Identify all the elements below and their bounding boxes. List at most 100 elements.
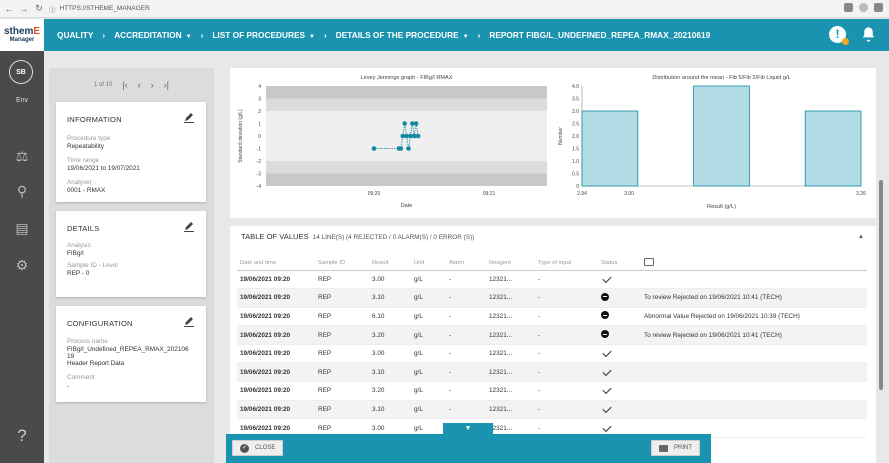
- card-title: INFORMATION: [67, 115, 122, 124]
- data-point: [410, 121, 415, 126]
- sd-band: [266, 86, 547, 99]
- window-icon[interactable]: [844, 3, 853, 12]
- next-page-icon[interactable]: ›: [150, 80, 154, 90]
- cell-type: -: [535, 288, 598, 308]
- table-row[interactable]: 19/06/2021 09:20 REP 3.10 g/L -12321... -: [237, 362, 867, 383]
- bell-icon[interactable]: [860, 26, 877, 43]
- flask-icon[interactable]: ⚖: [15, 148, 29, 164]
- breadcrumb-details-of-procedure[interactable]: DETAILS OF THE PROCEDURE ▼: [335, 30, 469, 40]
- chevron-down-icon[interactable]: ▼: [443, 423, 493, 435]
- information-card: INFORMATION Procedure type Repeatability…: [56, 102, 206, 202]
- forward-icon[interactable]: →: [19, 3, 29, 14]
- table-row[interactable]: 19/06/2021 09:20 REP 6.10 g/L -12321... - Abno…: [237, 307, 867, 327]
- cell-comment: [641, 362, 867, 383]
- col-sample[interactable]: Sample ID: [315, 256, 369, 271]
- alert-icon[interactable]: !: [829, 26, 849, 45]
- user-avatar[interactable]: SB: [9, 60, 33, 84]
- scrollbar-thumb[interactable]: [879, 180, 883, 390]
- data-point: [411, 133, 417, 139]
- header-report-data: Header Report Data: [67, 360, 125, 367]
- close-button[interactable]: ✓ CLOSE: [232, 440, 284, 456]
- col-result[interactable]: Result: [369, 256, 411, 271]
- x-tick-label: 09:21: [483, 191, 496, 197]
- col-type[interactable]: Type of input: [535, 256, 598, 271]
- sample-value: REP - 0: [67, 270, 90, 277]
- pencil-icon[interactable]: [184, 317, 194, 327]
- cell-comment: To review Rejected on 19/06/2021 10:41 (…: [641, 325, 867, 345]
- back-icon[interactable]: ←: [4, 3, 14, 14]
- address-bar[interactable]: ⓘ HTTPS://STHEME_MANAGER: [49, 4, 150, 14]
- table-row[interactable]: 19/06/2021 09:20 REP 3.20 g/L -12321... -: [237, 381, 867, 401]
- chevron-right-icon: ›: [323, 30, 327, 40]
- page-scrollbar[interactable]: [879, 60, 885, 463]
- cell-comment: [641, 270, 867, 290]
- settings-icon[interactable]: ⚙: [15, 257, 29, 273]
- cell-unit: g/L: [411, 344, 446, 364]
- reload-icon[interactable]: ↻: [35, 3, 43, 13]
- cell-status: [598, 288, 641, 308]
- col-status[interactable]: Status: [598, 256, 641, 271]
- printer-icon: [659, 444, 668, 452]
- chart-title: Levey Jennings graph - FIBg/l RMAX: [360, 75, 452, 81]
- help-icon[interactable]: ?: [17, 426, 27, 445]
- col-unit[interactable]: Unit: [411, 256, 446, 271]
- profile-icon[interactable]: [859, 3, 868, 12]
- breadcrumb-accreditation[interactable]: ACCREDITATION ▼: [114, 30, 192, 40]
- cell-sample: REP: [315, 288, 369, 308]
- report-info-panel: 1 of 10 |‹ ‹ › ›| INFORMATION Procedure …: [49, 68, 214, 463]
- cell-date: 19/06/2021 09:20: [237, 325, 315, 345]
- table-row[interactable]: 19/06/2021 09:20 REP 3.20 g/L -12321... - To r…: [237, 325, 867, 345]
- rejected-icon: [601, 311, 609, 320]
- x-axis-label: Result (g/L): [707, 204, 736, 210]
- cell-comment: [641, 381, 867, 401]
- cell-reagent: 12321...: [486, 344, 535, 364]
- table-header-row: Date and time Sample ID Result Unit Alar…: [237, 256, 867, 271]
- menu-icon[interactable]: [874, 3, 883, 12]
- y-tick-label: 1: [258, 122, 261, 128]
- pencil-icon[interactable]: [184, 113, 194, 123]
- print-button[interactable]: PRINT: [651, 440, 700, 456]
- cell-comment: [641, 344, 867, 364]
- cell-type: -: [535, 362, 598, 383]
- table-row[interactable]: 19/06/2021 09:20 REP 3.10 g/L -12321... - To r…: [237, 288, 867, 308]
- cell-date: 19/06/2021 09:20: [237, 288, 315, 308]
- cell-result: 3.10: [369, 362, 411, 383]
- env-label[interactable]: Env: [15, 97, 29, 104]
- cell-alarm: -: [446, 307, 486, 327]
- cell-comment: [641, 418, 867, 438]
- data-point: [408, 133, 413, 139]
- y-tick-label: -4: [257, 184, 262, 190]
- prev-page-icon[interactable]: ‹: [137, 80, 141, 90]
- collapse-icon[interactable]: ▲: [858, 234, 864, 240]
- cell-reagent: 12321...: [486, 270, 535, 290]
- cell-reagent: 12321...: [486, 400, 535, 420]
- col-date[interactable]: Date and time: [237, 256, 315, 271]
- col-reagent[interactable]: Reagent: [486, 256, 535, 271]
- y-tick-label: 3.0: [572, 109, 579, 115]
- breadcrumb-list-of-procedures[interactable]: LIST OF PROCEDURES ▼: [212, 30, 315, 40]
- breadcrumb-quality[interactable]: QUALITY: [57, 30, 94, 40]
- check-icon: [602, 366, 612, 376]
- data-point: [398, 146, 404, 151]
- cell-result: 3.00: [369, 344, 411, 364]
- comment-icon[interactable]: [644, 257, 654, 266]
- app-logo[interactable]: sthemE Manager: [0, 19, 44, 51]
- medal-icon[interactable]: ⚲: [16, 183, 28, 199]
- left-sidebar: SB Env ⚖ ⚲ ▤ ⚙ ?: [0, 51, 44, 463]
- series-line: [374, 123, 419, 149]
- cell-status: [598, 362, 641, 383]
- monitor-icon[interactable]: ▤: [15, 220, 29, 236]
- cell-type: -: [535, 270, 598, 290]
- col-alarm[interactable]: Alarm: [446, 256, 486, 271]
- cell-date: 19/06/2021 09:20: [237, 307, 315, 327]
- distribution-chart: Distribution around the mean - Fib 5/Fib…: [558, 75, 866, 210]
- pencil-icon[interactable]: [184, 222, 194, 232]
- table-row[interactable]: 19/06/2021 09:20 REP 3.10 g/L -12321... -: [237, 400, 867, 420]
- first-page-icon[interactable]: |‹: [122, 80, 128, 90]
- last-page-icon[interactable]: ›|: [163, 80, 170, 90]
- x-tick-label: 3.26: [856, 191, 866, 197]
- y-tick-label: 4: [258, 84, 261, 90]
